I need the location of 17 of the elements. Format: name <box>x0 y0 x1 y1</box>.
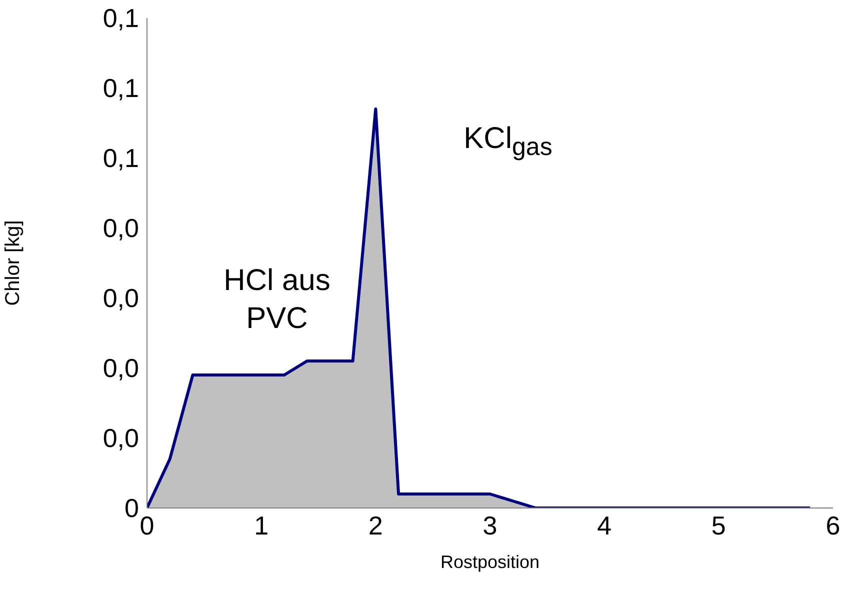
x-axis-title: Rostposition <box>440 552 540 572</box>
y-tick-label: 0,0 <box>102 353 139 384</box>
x-tick-label: 4 <box>597 510 612 540</box>
x-tick-label: 1 <box>254 510 269 540</box>
y-tick-label: 0,0 <box>102 423 139 454</box>
annotation: HCl aus PVC <box>224 263 330 337</box>
x-tick-label: 3 <box>482 510 498 540</box>
x-tick-label: 6 <box>826 510 840 540</box>
y-tick-label: 0,0 <box>102 213 139 244</box>
x-tick-label: 2 <box>368 510 383 540</box>
y-tick-label: 0,1 <box>102 3 139 34</box>
annotation: KCl$_{gas}$ <box>464 121 552 163</box>
y-tick-label: 0,0 <box>102 283 139 314</box>
y-tick-label: 0,1 <box>102 143 139 174</box>
y-tick-label: 0,1 <box>102 73 139 104</box>
y-axis-title: Chlor [kg] <box>2 220 24 306</box>
x-tick-label: 5 <box>711 510 726 540</box>
